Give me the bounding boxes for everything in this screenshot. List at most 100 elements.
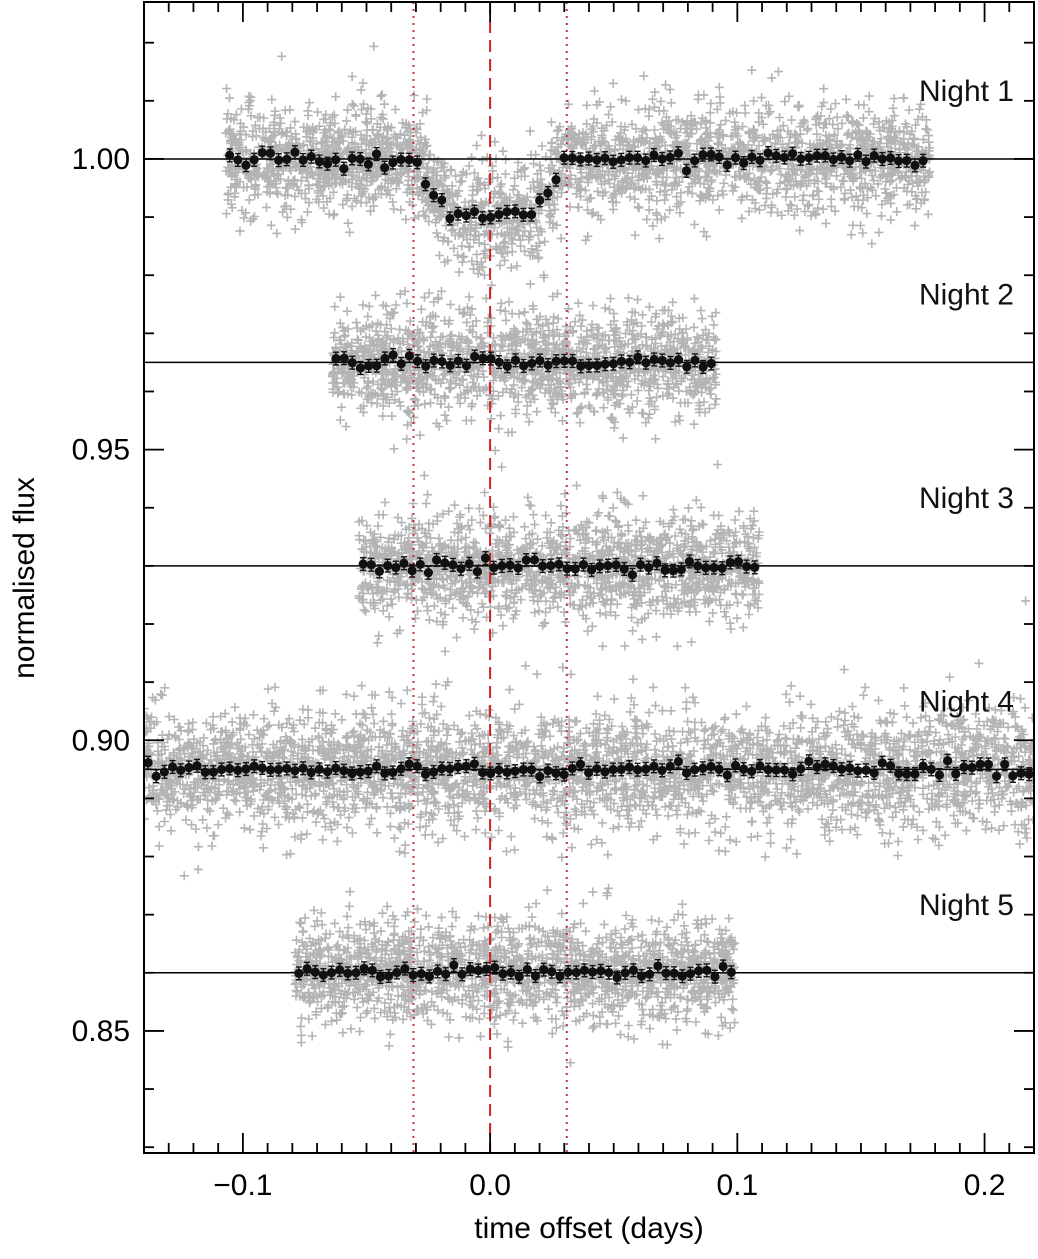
binned-marker (575, 154, 586, 164)
binned-point (290, 145, 300, 160)
binned-point (494, 762, 504, 778)
binned-marker (628, 965, 638, 975)
binned-marker (424, 971, 435, 982)
binned-marker (249, 155, 259, 165)
binned-point (432, 964, 443, 979)
binned-point (771, 763, 781, 778)
binned-marker (505, 560, 515, 570)
binned-point (331, 351, 341, 366)
binned-point (144, 755, 153, 770)
binned-point (445, 211, 455, 226)
binned-marker (358, 559, 368, 569)
binned-marker (445, 213, 455, 224)
binned-point (1008, 768, 1018, 783)
binned-marker (407, 566, 417, 576)
binned-marker (547, 967, 557, 977)
binned-marker (347, 358, 357, 368)
binned-point (208, 765, 218, 780)
binned-marker (339, 164, 349, 174)
binned-point (722, 157, 732, 173)
binned-marker (787, 769, 798, 779)
binned-point (371, 759, 382, 774)
binned-point (367, 963, 377, 978)
binned-point (877, 151, 887, 167)
binned-marker (706, 761, 716, 772)
binned-marker (445, 764, 455, 774)
binned-marker (391, 562, 401, 573)
binned-marker (576, 361, 586, 371)
binned-point (894, 766, 904, 781)
binned-point (645, 967, 655, 982)
binned-point (690, 762, 700, 777)
binned-point (249, 152, 259, 167)
binned-marker (694, 966, 704, 976)
binned-marker (592, 764, 602, 774)
binned-point (400, 961, 410, 976)
binned-point (274, 762, 284, 777)
binned-point (682, 359, 692, 374)
binned-point (828, 152, 838, 167)
binned-marker (265, 148, 276, 158)
binned-marker (396, 154, 406, 165)
binned-point (298, 761, 308, 776)
binned-point (576, 359, 586, 374)
binned-point (567, 150, 577, 166)
binned-point (310, 964, 320, 980)
binned-marker (787, 149, 798, 159)
night-labels: Night 1 Night 2 Night 3 Night 4 Night 5 (919, 75, 1014, 922)
binned-marker (685, 969, 696, 979)
binned-marker (836, 152, 847, 162)
binned-point (812, 760, 822, 775)
binned-point (563, 965, 573, 980)
binned-point (657, 763, 667, 778)
binned-marker (624, 153, 635, 163)
binned-marker (676, 564, 686, 575)
binned-marker (306, 767, 316, 778)
binned-marker (371, 761, 382, 771)
binned-marker (853, 766, 863, 776)
binned-marker (624, 762, 635, 772)
binned-point (570, 561, 580, 576)
raw-points-night-3 (354, 460, 764, 656)
binned-point (869, 148, 879, 163)
binned-marker (494, 765, 504, 775)
binned-marker (579, 965, 590, 975)
binned-marker (314, 764, 325, 774)
binned-marker (384, 971, 394, 981)
binned-point (371, 146, 382, 162)
binned-point (596, 963, 606, 978)
binned-point (358, 556, 368, 572)
binned-point (518, 762, 528, 777)
binned-point (359, 961, 369, 976)
binned-marker (510, 355, 521, 365)
binned-marker (661, 968, 671, 978)
binned-marker (322, 766, 333, 777)
binned-point (404, 757, 414, 772)
binned-point (339, 351, 349, 366)
binned-marker (453, 209, 463, 219)
binned-point (453, 353, 463, 369)
binned-point (910, 766, 920, 782)
binned-point (335, 962, 345, 977)
binned-point (804, 754, 814, 769)
binned-point (318, 967, 328, 983)
binned-point (421, 359, 431, 374)
binned-marker (448, 560, 458, 570)
binned-marker (432, 966, 443, 977)
binned-point (559, 353, 570, 368)
binned-marker (555, 971, 565, 981)
binned-point (449, 958, 459, 973)
binned-point (571, 965, 581, 980)
binned-point (388, 765, 398, 780)
binned-marker (176, 765, 186, 775)
binned-marker (535, 355, 545, 366)
binned-marker (167, 762, 178, 772)
binned-point (698, 359, 708, 375)
binned-marker (660, 565, 670, 575)
binned-marker (681, 768, 692, 778)
binned-point (894, 153, 904, 169)
binned-marker (1024, 769, 1034, 779)
binned-marker (469, 759, 480, 769)
binned-point (477, 765, 488, 780)
binned-marker (331, 763, 341, 773)
